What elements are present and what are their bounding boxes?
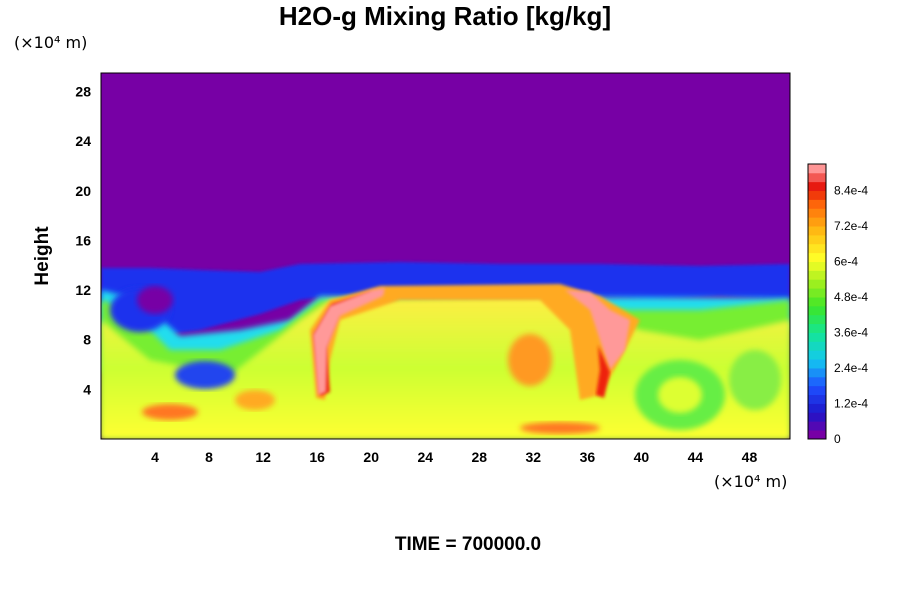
colorbar-band-14 [808,305,826,316]
colorbar-tick-label-3: 3.6e-4 [834,326,868,340]
chart-title: H2O-g Mixing Ratio [kg/kg] [279,1,611,31]
plume-red-right-edge [596,345,610,398]
y-tick-label-3: 16 [75,232,91,248]
y-tick-label-0: 4 [83,381,91,397]
colorbar-band-1 [808,421,826,431]
x-axis-ticks: 4 8 12 16 20 24 28 32 36 40 44 48 [151,449,757,465]
heatmap-field [101,73,790,439]
colorbar-tick-label-1: 1.2e-4 [834,397,868,411]
x-tick-label-10: 44 [688,449,704,465]
y-tick-label-2: 12 [75,282,91,298]
plume-pink-core-left [313,288,385,395]
colorbar-band-26 [808,199,826,209]
orange-blob-2 [142,404,198,420]
colorbar-ticks: 0 1.2e-4 2.4e-4 3.6e-4 4.8e-4 6e-4 7.2e-4 8.4e-… [834,184,868,446]
y-tick-label-6: 28 [75,84,91,100]
colorbar-bands [808,164,826,440]
right-vortex-core [658,377,702,413]
x-tick-label-9: 40 [634,449,650,465]
x-tick-label-2: 12 [255,449,271,465]
colorbar-band-9 [808,350,826,360]
y-axis-unit: (×10⁴ m) [14,33,87,52]
colorbar-band-5 [808,385,826,396]
colorbar-band-2 [808,412,826,422]
swirl-blue-1 [175,361,235,389]
colorbar-band-12 [808,323,826,333]
colorbar-band-4 [808,394,826,404]
upper-dry-blue-layer [101,262,790,336]
orange-blob-1 [508,334,552,386]
colorbar-band-8 [808,359,826,369]
x-tick-label-5: 24 [417,449,433,465]
colorbar-band-10 [808,341,826,351]
colorbar-band-23 [808,226,826,236]
colorbar-band-29 [808,172,826,183]
colorbar-band-13 [808,314,826,325]
colorbar-band-28 [808,181,826,192]
colorbar-band-0 [808,430,826,440]
colorbar-frame [807,163,827,440]
colorbar-band-24 [808,217,826,227]
x-tick-label-7: 32 [526,449,542,465]
x-tick-label-6: 28 [471,449,487,465]
colorbar-tick-label-4: 4.8e-4 [834,290,868,304]
colorbar-band-11 [808,332,826,342]
colorbar-band-30 [808,164,826,174]
x-tick-label-4: 20 [363,449,379,465]
y-tick-label-4: 20 [75,183,91,199]
x-axis-unit: (×10⁴ m) [714,472,787,491]
colorbar-band-7 [808,368,826,378]
colorbar-tick-label-0: 0 [834,432,841,446]
colorbar-tick-label-2: 2.4e-4 [834,361,868,375]
plume-pink-core-right [565,290,630,370]
colorbar-band-16 [808,288,826,298]
time-annotation: TIME = 700000.0 [395,534,541,555]
colorbar-tick-label-7: 8.4e-4 [834,184,868,198]
x-tick-label-11: 48 [742,449,758,465]
colorbar-band-3 [808,403,826,413]
colorbar-band-20 [808,252,826,262]
colorbar-band-18 [808,270,826,280]
x-tick-label-1: 8 [205,449,213,465]
colorbar-band-17 [808,279,826,289]
colorbar: 0 1.2e-4 2.4e-4 3.6e-4 4.8e-4 6e-4 7.2e-4 8.4e-… [807,163,868,446]
colorbar-tick-label-5: 6e-4 [834,255,858,269]
y-tick-label-5: 24 [75,133,91,149]
y-tick-label-1: 8 [83,332,91,348]
colorbar-band-27 [808,190,826,200]
far-right-vortex [729,350,781,410]
colorbar-tick-label-6: 7.2e-4 [834,219,868,233]
y-axis-ticks: 4 8 12 16 20 24 28 [75,84,91,398]
plot-frame [100,72,791,440]
orange-blob-3 [520,422,600,434]
colorbar-band-6 [808,376,826,387]
colorbar-band-19 [808,261,826,271]
x-tick-label-8: 36 [580,449,596,465]
colorbar-band-22 [808,234,826,245]
colorbar-band-21 [808,243,826,254]
plume-orange-rim [310,284,640,400]
y-axis-label: Height [32,226,53,286]
left-vortex-core [137,286,173,314]
colorbar-band-25 [808,208,826,218]
x-tick-label-0: 4 [151,449,159,465]
colorbar-band-15 [808,297,826,307]
x-tick-label-3: 16 [309,449,325,465]
orange-blob-4 [235,390,275,410]
